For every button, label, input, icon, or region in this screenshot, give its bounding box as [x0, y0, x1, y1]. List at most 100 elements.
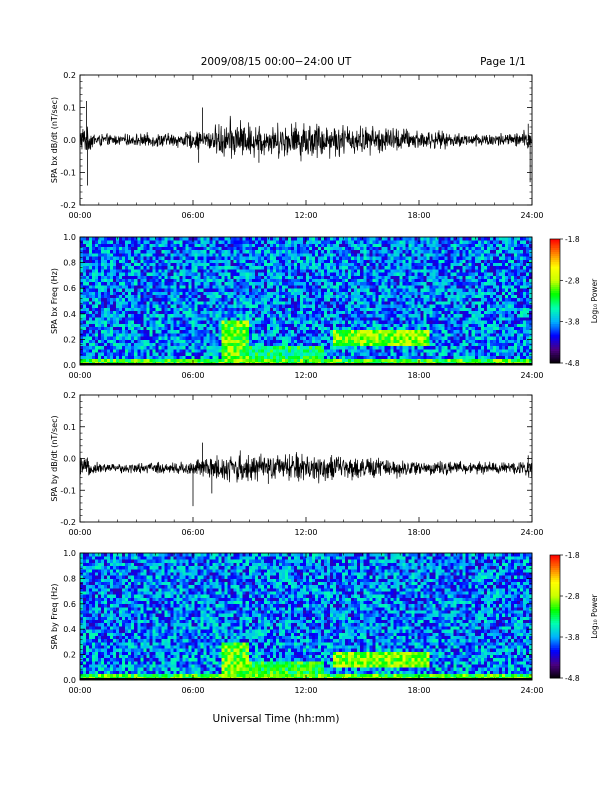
spectrogram-cell [146, 253, 150, 257]
spectrogram-cell [336, 352, 340, 356]
spectrogram-cell [146, 275, 150, 279]
spectrogram-cell [266, 310, 271, 315]
spectrogram-cell [179, 326, 183, 331]
spectrogram-cell [227, 272, 232, 276]
spectrogram-cell [161, 272, 165, 276]
spectrogram-cell [173, 249, 177, 254]
spectrogram-cell [113, 355, 117, 359]
spectrogram-cell [426, 253, 430, 257]
spectrogram-cell [384, 243, 388, 247]
spectrogram-cell [360, 349, 364, 353]
spectrogram-cell [233, 294, 238, 299]
spectrogram-cell [351, 326, 355, 331]
spectrogram-cell [176, 278, 180, 283]
spectrogram-cell [230, 349, 235, 353]
spectrogram-cell [411, 285, 415, 289]
spectrogram-cell [242, 269, 247, 273]
spectrogram-cell [357, 269, 361, 273]
spectrogram-cell [266, 317, 271, 321]
spectrogram-cell [402, 249, 406, 254]
spectrogram-cell [339, 259, 343, 263]
spectrogram-cell [306, 339, 310, 343]
spectrogram-cell [149, 358, 153, 363]
spectrogram-cell [140, 333, 144, 337]
spectrogram-cell [248, 307, 253, 311]
spectrogram-cell [113, 310, 117, 315]
spectrogram-cell [158, 304, 162, 308]
spectrogram-cell [420, 342, 424, 347]
spectrogram-cell [360, 355, 364, 359]
spectrogram-cell [200, 349, 204, 353]
spectrogram-cell [107, 297, 111, 302]
spectrogram-cell [444, 288, 449, 292]
spectrogram-cell [137, 265, 141, 270]
spectrogram-cell [209, 326, 213, 331]
spectrogram-cell [164, 265, 168, 270]
spectrogram-cell [360, 262, 364, 267]
spectrogram-cell [95, 262, 99, 267]
spectrogram-cell [417, 333, 421, 337]
spectrogram-cell [140, 313, 144, 318]
spectrogram-cell [296, 349, 301, 353]
spectrogram-cell [333, 301, 337, 305]
spectrogram-cell [257, 262, 262, 267]
spectrogram-cell [83, 294, 87, 299]
spectrogram-cell [92, 310, 96, 315]
spectrogram-cell [411, 313, 415, 318]
spectrogram-cell [360, 336, 364, 340]
spectrogram-cell [203, 281, 207, 286]
spectrogram-cell [345, 301, 349, 305]
spectrogram-cell [107, 275, 111, 279]
spectrogram-cell [131, 278, 135, 283]
spectrogram-cell [318, 246, 322, 251]
spectrogram-cell [384, 246, 388, 251]
spectrogram-cell [330, 265, 334, 270]
spectrogram-cell [435, 272, 439, 276]
spectrogram-cell [116, 285, 120, 289]
spectrogram-cell [438, 317, 442, 321]
spectrogram-cell [432, 326, 436, 331]
spectrogram-cell [200, 326, 204, 331]
spectrogram-cell [260, 297, 265, 302]
spectrogram-cell [351, 333, 355, 337]
spectrogram-cell [390, 281, 394, 286]
spectrogram-cell [137, 259, 141, 263]
spectrogram-cell [284, 358, 289, 363]
spectrogram-cell [399, 246, 403, 251]
spectrogram-cell [239, 333, 244, 337]
spectrogram-cell [155, 288, 159, 292]
spectrogram-cell [384, 237, 388, 241]
spectrogram-cell [272, 265, 277, 270]
spectrogram-cell [306, 269, 310, 273]
spectrogram-cell [369, 307, 373, 311]
spectrogram-cell [290, 304, 295, 308]
spectrogram-cell [125, 320, 129, 324]
spectrogram-cell [92, 352, 96, 356]
spectrogram-cell [363, 278, 367, 283]
spectrogram-cell [218, 259, 223, 263]
spectrogram-cell [212, 304, 216, 308]
spectrogram-cell [143, 355, 147, 359]
spectrogram-cell [444, 304, 449, 308]
spectrogram-cell [318, 297, 322, 302]
spectrogram-cell [336, 339, 340, 343]
spectrogram-cell [134, 297, 138, 302]
spectrogram-cell [131, 307, 135, 311]
spectrogram-cell [86, 240, 90, 244]
spectrogram-cell [248, 326, 253, 331]
spectrogram-cell [417, 304, 421, 308]
spectrogram-cell [260, 265, 265, 270]
spectrogram-cell [348, 345, 352, 350]
spectrogram-cell [206, 304, 210, 308]
spectrogram-cell [203, 333, 207, 337]
spectrogram-cell [393, 291, 397, 295]
spectrogram-cell [390, 333, 394, 337]
spectrogram-cell [110, 336, 114, 340]
spectrogram-cell [80, 275, 84, 279]
spectrogram-cell [200, 291, 204, 295]
spectrogram-cell [318, 317, 322, 321]
spectrogram-cell [188, 339, 192, 343]
spectrogram-cell [426, 310, 430, 315]
spectrogram-cell [146, 358, 150, 363]
spectrogram-cell [423, 237, 427, 241]
